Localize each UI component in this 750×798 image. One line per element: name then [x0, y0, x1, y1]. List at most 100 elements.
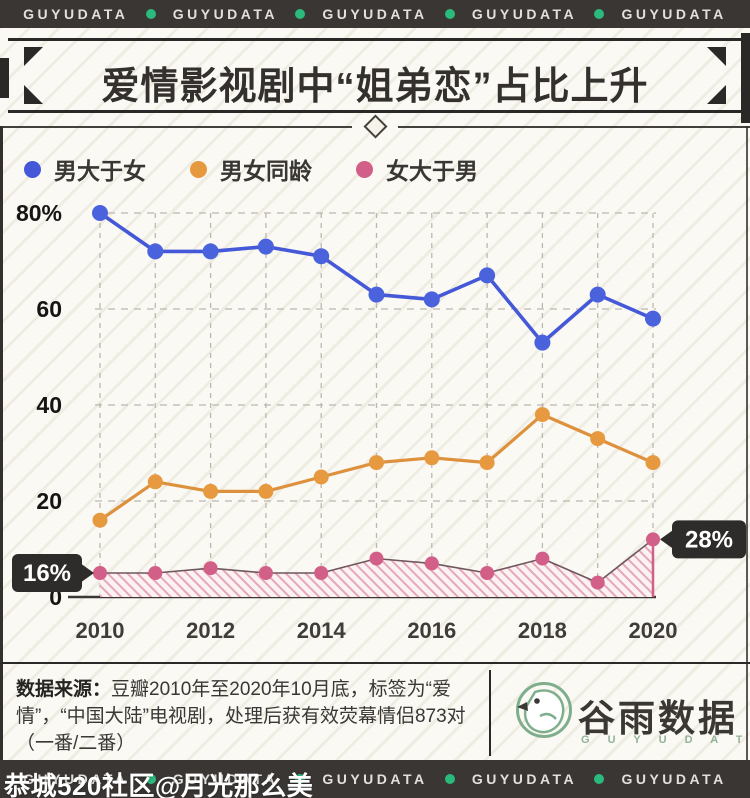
data-point-series-0 [423, 291, 440, 308]
top-brand-banner: GUYUDATA GUYUDATA GUYUDATA GUYUDATA GUYUDATA [0, 0, 750, 28]
corner-triangle-icon [707, 47, 726, 66]
data-point-series-0 [479, 267, 496, 284]
y-tick-label: 60 [36, 296, 62, 322]
data-point-series-1 [479, 455, 495, 471]
data-point-series-2 [148, 566, 163, 580]
brand-dot-icon [444, 774, 455, 784]
title-side-bar [0, 58, 9, 98]
data-point-series-1 [645, 455, 661, 471]
x-tick-label: 2012 [186, 618, 235, 643]
data-point-series-0 [147, 243, 164, 260]
x-tick-label: 2016 [407, 618, 456, 643]
footer-vertical-divider [489, 670, 491, 756]
brand-dot-icon [295, 774, 306, 784]
legend-label: 男大于女 [54, 158, 146, 184]
brand-text: GUYUDATA [172, 6, 278, 22]
brand-text: GUYUDATA [471, 771, 578, 787]
chart-legend: 男大于女 男女同龄 女大于男 [24, 152, 478, 186]
data-point-series-1 [590, 431, 606, 447]
brand-text: GUYUDATA [322, 771, 428, 787]
data-point-series-0 [92, 205, 108, 221]
data-point-series-0 [534, 334, 551, 351]
data-point-series-2 [93, 566, 107, 580]
corner-triangle-icon [24, 47, 43, 66]
data-point-series-2 [424, 556, 439, 571]
data-point-series-0 [645, 310, 661, 327]
source-section: 数据来源：豆瓣2010年至2020年10月底，标签为“爱情”，“中国大陆”电视剧… [0, 662, 750, 762]
data-point-series-1 [369, 455, 384, 471]
brand-dot-icon [594, 9, 605, 19]
legend-item-male-older: 男大于女 [24, 152, 146, 186]
brand-text: GUYUDATA [23, 6, 129, 22]
x-tick-label: 2010 [76, 618, 125, 643]
watermark-text: 恭城520社区@月光那么美 [4, 771, 314, 798]
brand-dot-icon [295, 9, 306, 19]
data-point-series-1 [313, 469, 329, 485]
annotation-tag-left: 16% [12, 554, 94, 592]
data-point-series-2 [314, 566, 329, 580]
brand-text: GUYUDATA [172, 771, 278, 787]
data-point-series-2 [369, 551, 384, 566]
tag-pointer [660, 529, 674, 550]
legend-dot-pink [356, 160, 373, 178]
diamond-icon [363, 114, 388, 139]
annotation-label: 16% [23, 560, 71, 587]
y-tick-label: 20 [36, 488, 62, 514]
x-tick-label: 2020 [629, 618, 678, 643]
data-point-series-1 [424, 450, 440, 466]
legend-dot-orange [190, 160, 207, 178]
guyudata-logo: 谷雨数据 G U Y U D A T A [512, 674, 750, 754]
frame-line-right [745, 126, 748, 760]
legend-item-female-older: 女大于男 [356, 152, 478, 186]
data-point-series-2 [535, 551, 550, 566]
data-source-text: 数据来源：豆瓣2010年至2020年10月底，标签为“爱情”，“中国大陆”电视剧… [16, 676, 478, 757]
brand-dot-icon [145, 774, 156, 784]
brand-text: GUYUDATA [471, 6, 578, 22]
data-point-series-2 [590, 575, 605, 590]
legend-dot-blue [24, 160, 41, 178]
logo-name-cn: 谷雨数据 [578, 696, 738, 740]
data-point-series-1 [534, 407, 550, 423]
data-point-series-2 [480, 566, 495, 580]
brand-text: GUYUDATA [23, 771, 129, 787]
legend-label: 女大于男 [386, 158, 478, 184]
page-title: 爱情影视剧中“姐弟恋”占比上升 [101, 66, 649, 108]
bird-logo-icon [516, 682, 572, 738]
data-point-series-1 [147, 474, 163, 490]
tag-pointer [80, 563, 94, 583]
tag-body [672, 520, 746, 559]
tag-body [12, 554, 82, 592]
data-point-series-0 [313, 248, 330, 265]
pink-area [100, 539, 653, 597]
annotation-label: 28% [685, 526, 733, 553]
data-point-series-0 [589, 286, 606, 303]
data-point-series-0 [368, 286, 385, 303]
legend-item-same-age: 男女同龄 [190, 152, 312, 186]
data-point-series-0 [257, 238, 274, 255]
y-tick-label: 40 [36, 392, 62, 418]
bottom-brand-banner: GUYUDATA GUYUDATA GUYUDATA GUYUDATA GUYUDATA [0, 760, 750, 798]
data-point-series-1 [203, 483, 219, 499]
brand-text: GUYUDATA [322, 6, 428, 22]
annotation-tag-right: 28% [660, 520, 746, 559]
logo-name-en: G U Y U D A T A [581, 734, 750, 746]
data-point-series-1 [92, 512, 108, 528]
data-point-series-2 [258, 566, 273, 580]
x-tick-label: 2018 [518, 618, 567, 643]
brand-dot-icon [594, 774, 605, 784]
data-point-series-1 [258, 483, 274, 499]
data-source-label: 数据来源： [16, 679, 112, 700]
divider-line [398, 126, 750, 128]
divider-line [0, 126, 352, 128]
title-side-bar [741, 33, 750, 123]
data-point-series-2 [646, 532, 660, 547]
brand-text: GUYUDATA [621, 771, 727, 787]
data-source-body: 豆瓣2010年至2020年10月底，标签为“爱情”，“中国大陆”电视剧，处理后获… [16, 679, 466, 754]
brand-dot-icon [145, 9, 156, 19]
corner-triangle-icon [707, 85, 726, 104]
frame-line-left [0, 126, 3, 760]
brand-dot-icon [444, 9, 455, 19]
data-point-series-2 [203, 561, 218, 576]
